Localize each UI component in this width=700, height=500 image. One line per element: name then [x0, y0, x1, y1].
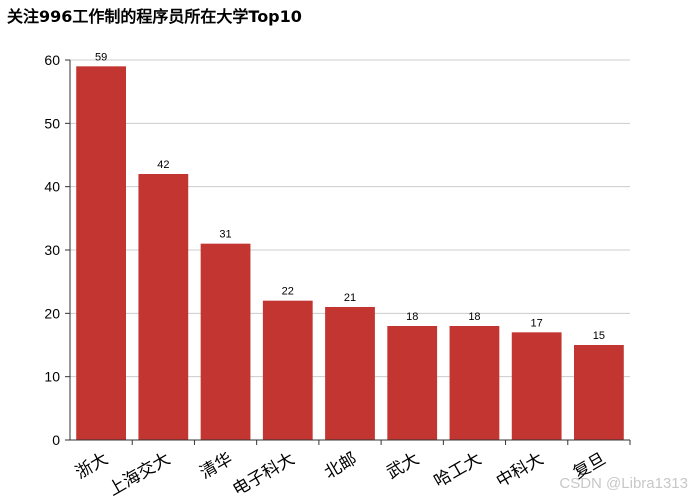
data-label: 59: [95, 51, 107, 63]
data-label: 21: [344, 292, 356, 304]
x-tick-label: 武大: [383, 449, 422, 483]
x-tick-label: 清华: [197, 449, 236, 483]
bar: [387, 326, 438, 440]
x-tick-label: 北邮: [321, 449, 360, 483]
chart-title: 关注996工作制的程序员所在大学Top10: [7, 7, 302, 26]
y-tick-label: 0: [52, 432, 60, 448]
x-tick-label: 上海交大: [105, 449, 174, 500]
x-tick-label: 浙大: [72, 449, 111, 483]
data-label: 42: [157, 159, 169, 171]
y-tick-label: 60: [44, 52, 60, 68]
data-label: 22: [282, 286, 294, 298]
bar: [200, 243, 251, 440]
bar: [511, 332, 562, 440]
data-labels: 59 42 31 22 21 18 18 17 15: [95, 51, 605, 342]
bar: [449, 326, 500, 440]
bar: [262, 300, 313, 440]
data-label: 18: [406, 311, 418, 323]
x-tick-label: 电子科大: [229, 449, 298, 500]
y-tick-label: 20: [44, 305, 60, 321]
bars: [76, 66, 624, 440]
data-label: 17: [531, 317, 543, 329]
y-tick-label: 30: [44, 242, 60, 258]
bar: [76, 66, 126, 440]
y-tick-label: 50: [44, 115, 60, 131]
x-tick-label: 中科大: [493, 449, 547, 492]
x-tick-label: 哈工大: [431, 449, 485, 492]
bar: [138, 174, 189, 440]
data-label: 18: [468, 311, 480, 323]
y-tick-label: 40: [44, 179, 60, 195]
data-label: 31: [219, 229, 231, 241]
y-tick-label: 10: [44, 369, 60, 385]
bar: [325, 307, 375, 440]
bar: [574, 345, 624, 440]
watermark: CSDN @Libra1313: [559, 475, 688, 492]
data-label: 15: [593, 330, 605, 342]
